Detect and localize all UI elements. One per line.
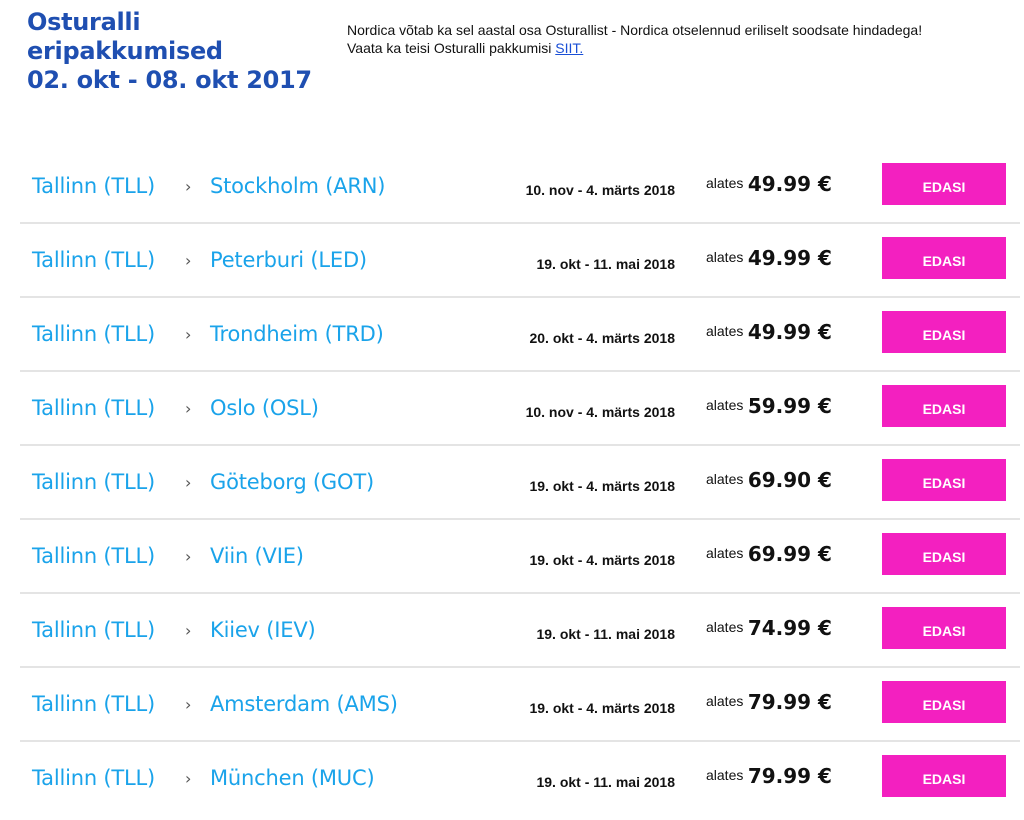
offer-dates: 19. okt - 4. märts 2018 bbox=[529, 478, 675, 494]
offer-price: alates 79.99 € bbox=[706, 690, 832, 714]
chevron-right-icon: › bbox=[185, 325, 192, 344]
price-prefix: alates bbox=[706, 545, 744, 561]
offer-row: Tallinn (TLL) › Trondheim (TRD) 20. okt … bbox=[20, 298, 1020, 372]
chevron-right-icon: › bbox=[185, 547, 192, 566]
price-amount: 69.99 € bbox=[747, 542, 832, 566]
chevron-right-icon: › bbox=[185, 177, 192, 196]
origin-city[interactable]: Tallinn (TLL) bbox=[32, 692, 156, 716]
price-prefix: alates bbox=[706, 175, 744, 191]
price-prefix: alates bbox=[706, 767, 744, 783]
offers-list: Tallinn (TLL) › Stockholm (ARN) 10. nov … bbox=[20, 150, 1020, 816]
offer-price: alates 49.99 € bbox=[706, 320, 832, 344]
origin-city[interactable]: Tallinn (TLL) bbox=[32, 322, 156, 346]
offer-dates: 19. okt - 4. märts 2018 bbox=[529, 700, 675, 716]
price-amount: 69.90 € bbox=[747, 468, 832, 492]
offer-dates: 19. okt - 11. mai 2018 bbox=[536, 774, 675, 790]
intro-text-block: Nordica võtab ka sel aastal osa Osturall… bbox=[347, 21, 987, 57]
price-amount: 49.99 € bbox=[747, 320, 832, 344]
price-prefix: alates bbox=[706, 693, 744, 709]
offer-price: alates 74.99 € bbox=[706, 616, 832, 640]
more-offers-prefix: Vaata ka teisi Osturalli pakkumisi bbox=[347, 40, 556, 56]
origin-city[interactable]: Tallinn (TLL) bbox=[32, 470, 156, 494]
price-amount: 74.99 € bbox=[747, 616, 832, 640]
edasi-button[interactable]: EDASI bbox=[882, 607, 1006, 649]
offer-row: Tallinn (TLL) › Peterburi (LED) 19. okt … bbox=[20, 224, 1020, 298]
chevron-right-icon: › bbox=[185, 769, 192, 788]
page-title: Osturalli eripakkumised 02. okt - 08. ok… bbox=[27, 8, 327, 95]
destination-city[interactable]: Viin (VIE) bbox=[210, 544, 304, 568]
offer-row: Tallinn (TLL) › Viin (VIE) 19. okt - 4. … bbox=[20, 520, 1020, 594]
price-amount: 59.99 € bbox=[747, 394, 832, 418]
destination-city[interactable]: Amsterdam (AMS) bbox=[210, 692, 398, 716]
offer-row: Tallinn (TLL) › Kiiev (IEV) 19. okt - 11… bbox=[20, 594, 1020, 668]
offer-row: Tallinn (TLL) › Oslo (OSL) 10. nov - 4. … bbox=[20, 372, 1020, 446]
offer-price: alates 69.90 € bbox=[706, 468, 832, 492]
offer-price: alates 49.99 € bbox=[706, 172, 832, 196]
edasi-button[interactable]: EDASI bbox=[882, 533, 1006, 575]
offer-dates: 19. okt - 11. mai 2018 bbox=[536, 626, 675, 642]
title-line-1: Osturalli bbox=[27, 8, 141, 36]
title-line-3: 02. okt - 08. okt 2017 bbox=[27, 66, 312, 94]
title-line-2: eripakkumised bbox=[27, 37, 223, 65]
offer-dates: 20. okt - 4. märts 2018 bbox=[529, 330, 675, 346]
offer-price: alates 59.99 € bbox=[706, 394, 832, 418]
price-amount: 79.99 € bbox=[747, 764, 832, 788]
offer-dates: 10. nov - 4. märts 2018 bbox=[525, 404, 675, 420]
destination-city[interactable]: Göteborg (GOT) bbox=[210, 470, 374, 494]
price-prefix: alates bbox=[706, 249, 744, 265]
more-offers-line: Vaata ka teisi Osturalli pakkumisi SIIT. bbox=[347, 39, 987, 57]
chevron-right-icon: › bbox=[185, 251, 192, 270]
edasi-button[interactable]: EDASI bbox=[882, 385, 1006, 427]
destination-city[interactable]: Kiiev (IEV) bbox=[210, 618, 316, 642]
edasi-button[interactable]: EDASI bbox=[882, 311, 1006, 353]
chevron-right-icon: › bbox=[185, 621, 192, 640]
price-prefix: alates bbox=[706, 323, 744, 339]
offer-price: alates 79.99 € bbox=[706, 764, 832, 788]
price-amount: 49.99 € bbox=[747, 246, 832, 270]
destination-city[interactable]: Stockholm (ARN) bbox=[210, 174, 386, 198]
edasi-button[interactable]: EDASI bbox=[882, 459, 1006, 501]
offer-dates: 19. okt - 4. märts 2018 bbox=[529, 552, 675, 568]
price-prefix: alates bbox=[706, 397, 744, 413]
offer-price: alates 49.99 € bbox=[706, 246, 832, 270]
edasi-button[interactable]: EDASI bbox=[882, 163, 1006, 205]
origin-city[interactable]: Tallinn (TLL) bbox=[32, 618, 156, 642]
origin-city[interactable]: Tallinn (TLL) bbox=[32, 766, 156, 790]
destination-city[interactable]: München (MUC) bbox=[210, 766, 375, 790]
origin-city[interactable]: Tallinn (TLL) bbox=[32, 248, 156, 272]
origin-city[interactable]: Tallinn (TLL) bbox=[32, 544, 156, 568]
destination-city[interactable]: Peterburi (LED) bbox=[210, 248, 367, 272]
price-amount: 79.99 € bbox=[747, 690, 832, 714]
offer-row: Tallinn (TLL) › Amsterdam (AMS) 19. okt … bbox=[20, 668, 1020, 742]
origin-city[interactable]: Tallinn (TLL) bbox=[32, 396, 156, 420]
chevron-right-icon: › bbox=[185, 399, 192, 418]
price-prefix: alates bbox=[706, 471, 744, 487]
edasi-button[interactable]: EDASI bbox=[882, 237, 1006, 279]
chevron-right-icon: › bbox=[185, 473, 192, 492]
edasi-button[interactable]: EDASI bbox=[882, 681, 1006, 723]
offer-row: Tallinn (TLL) › Stockholm (ARN) 10. nov … bbox=[20, 150, 1020, 224]
price-prefix: alates bbox=[706, 619, 744, 635]
chevron-right-icon: › bbox=[185, 695, 192, 714]
offer-row: Tallinn (TLL) › München (MUC) 19. okt - … bbox=[20, 742, 1020, 816]
more-offers-link[interactable]: SIIT. bbox=[555, 40, 584, 56]
intro-text: Nordica võtab ka sel aastal osa Osturall… bbox=[347, 22, 923, 38]
offer-row: Tallinn (TLL) › Göteborg (GOT) 19. okt -… bbox=[20, 446, 1020, 520]
page-header: Osturalli eripakkumised 02. okt - 08. ok… bbox=[0, 0, 1024, 130]
price-amount: 49.99 € bbox=[747, 172, 832, 196]
destination-city[interactable]: Oslo (OSL) bbox=[210, 396, 319, 420]
destination-city[interactable]: Trondheim (TRD) bbox=[210, 322, 384, 346]
offer-dates: 19. okt - 11. mai 2018 bbox=[536, 256, 675, 272]
offer-dates: 10. nov - 4. märts 2018 bbox=[525, 182, 675, 198]
edasi-button[interactable]: EDASI bbox=[882, 755, 1006, 797]
origin-city[interactable]: Tallinn (TLL) bbox=[32, 174, 156, 198]
offer-price: alates 69.99 € bbox=[706, 542, 832, 566]
